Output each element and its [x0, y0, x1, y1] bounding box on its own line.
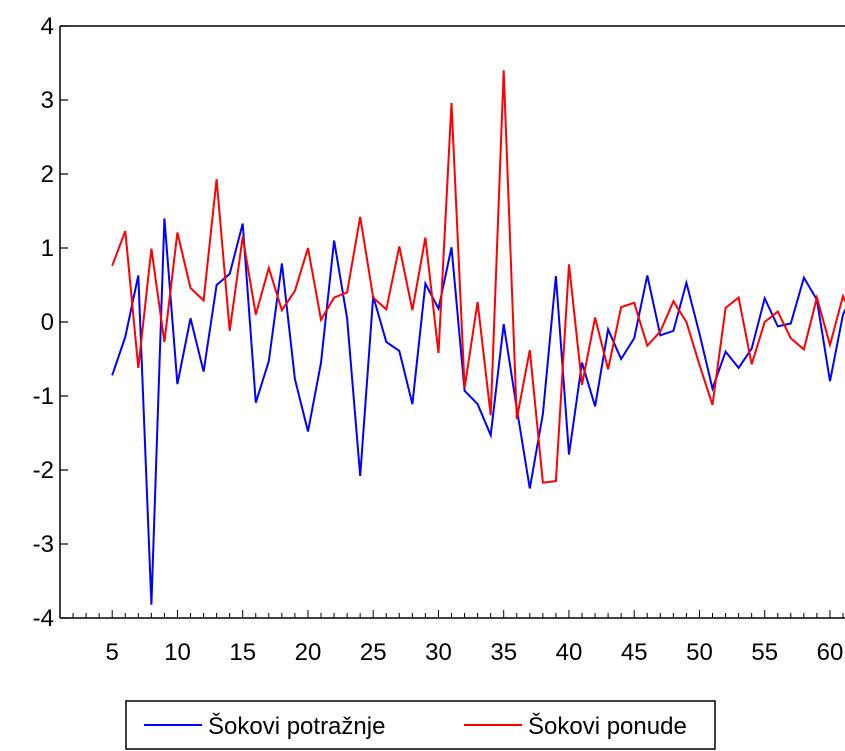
legend-label-2: Šokovi ponude: [528, 712, 687, 740]
y-tick-label: 1: [41, 235, 54, 262]
y-tick-label: 2: [41, 161, 54, 188]
series-layer: [111, 70, 845, 605]
y-tick-label: -2: [33, 457, 54, 484]
y-tick-label: -3: [33, 531, 54, 558]
x-tick-label: 40: [556, 639, 583, 666]
y-tick-label: 4: [41, 13, 54, 40]
x-tick-label: 20: [295, 639, 322, 666]
legend-box: [125, 700, 716, 750]
y-tick-label: 0: [41, 309, 54, 336]
x-tick-label: 10: [164, 639, 191, 666]
y-tick-label: -4: [33, 605, 54, 632]
legend-label-1: Šokovi potražnje: [208, 712, 385, 740]
y-tick-label: 3: [41, 87, 54, 114]
x-tick-label: 45: [621, 639, 648, 666]
series-line-2: [111, 70, 845, 484]
x-tick-label: 25: [360, 639, 387, 666]
series-line-1: [111, 218, 845, 605]
x-tick-label: 15: [229, 639, 256, 666]
x-tick-label: 30: [425, 639, 452, 666]
x-tick-label: 60: [817, 639, 844, 666]
x-tick-label: 35: [490, 639, 517, 666]
x-tick-label: 5: [106, 639, 119, 666]
y-tick-label: -1: [33, 383, 54, 410]
legend: Šokovi potražnje Šokovi ponude: [125, 700, 716, 750]
x-tick-label: 50: [686, 639, 713, 666]
x-tick-label: 55: [751, 639, 778, 666]
